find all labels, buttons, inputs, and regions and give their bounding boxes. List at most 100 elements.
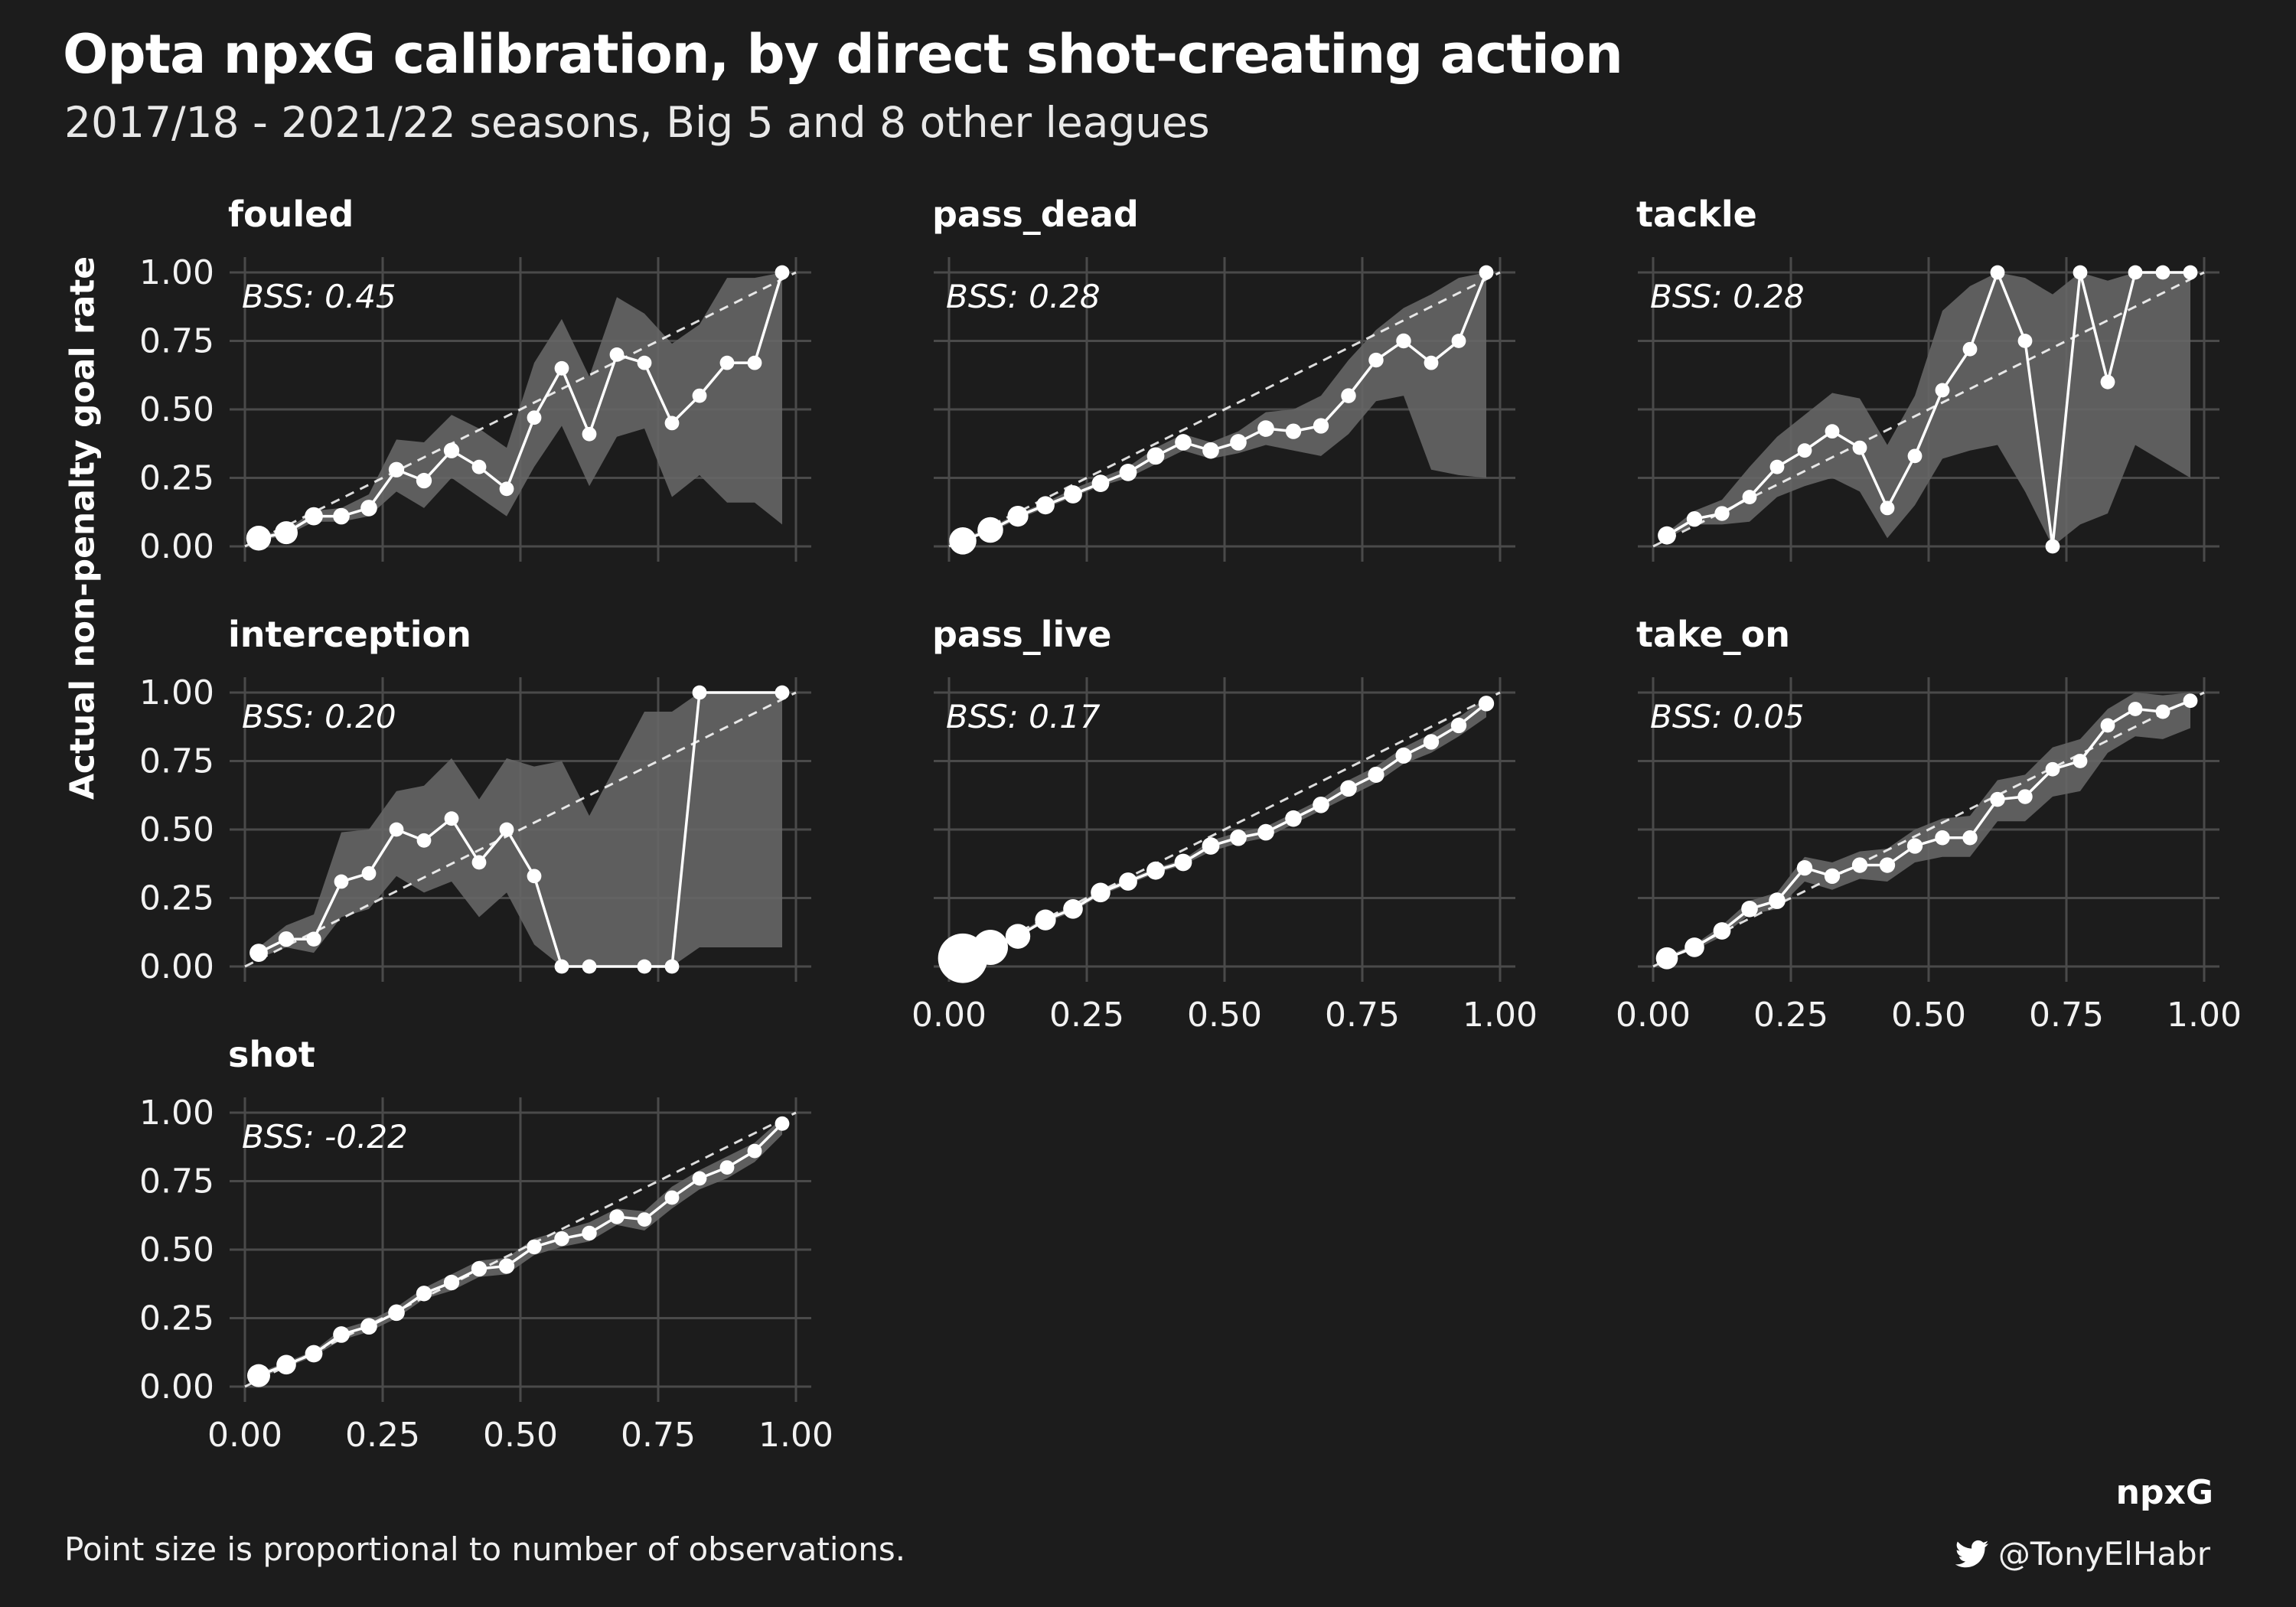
panel-take-on: take_on 0.00 0.25 0.50 0.75 1.00 BSS: 0.05 bbox=[1616, 614, 2242, 1035]
data-point bbox=[2073, 754, 2088, 768]
y-tick-label: 0.50 bbox=[139, 810, 214, 849]
data-point bbox=[2128, 265, 2143, 280]
data-point bbox=[389, 822, 404, 837]
data-point bbox=[1851, 857, 1868, 873]
data-point bbox=[1341, 388, 1356, 403]
data-point bbox=[2045, 761, 2060, 777]
data-point bbox=[1119, 872, 1137, 891]
data-point bbox=[1658, 526, 1676, 545]
data-point bbox=[1174, 853, 1192, 872]
panel-pass-dead: pass_dead BSS: 0.28 bbox=[932, 194, 1515, 562]
panel-title: tackle bbox=[1636, 194, 1757, 235]
data-point bbox=[416, 833, 432, 848]
bss-label: BSS: 0.05 bbox=[1650, 698, 1805, 735]
data-point bbox=[554, 360, 569, 376]
x-axis-label: npxG bbox=[2115, 1473, 2213, 1512]
data-point bbox=[388, 461, 405, 478]
data-point bbox=[1907, 448, 1923, 464]
data-point bbox=[609, 347, 625, 362]
data-point bbox=[775, 1116, 790, 1131]
y-tick-label: 0.50 bbox=[139, 390, 214, 429]
data-point bbox=[2128, 702, 2143, 716]
data-point bbox=[2183, 693, 2198, 709]
data-point bbox=[1063, 899, 1083, 919]
data-point bbox=[246, 526, 272, 551]
data-point bbox=[1423, 734, 1440, 750]
data-point bbox=[1005, 924, 1031, 949]
y-tick-label: 0.00 bbox=[139, 947, 214, 986]
data-point bbox=[1714, 506, 1730, 521]
data-point bbox=[1285, 423, 1302, 439]
data-point bbox=[1880, 500, 1895, 516]
y-tick-label: 0.75 bbox=[139, 322, 214, 361]
data-point bbox=[333, 1326, 350, 1343]
panel-title: pass_dead bbox=[932, 194, 1139, 235]
data-point bbox=[1424, 355, 1439, 370]
data-point bbox=[1395, 747, 1412, 764]
data-point bbox=[1230, 829, 1247, 846]
data-point bbox=[249, 944, 268, 962]
data-point bbox=[2155, 265, 2170, 280]
data-point bbox=[443, 1274, 460, 1291]
data-point bbox=[1962, 830, 1978, 846]
data-point bbox=[637, 959, 652, 974]
data-point bbox=[1313, 796, 1329, 813]
x-tick-label: 0.75 bbox=[1325, 996, 1400, 1035]
data-point bbox=[1990, 265, 2005, 280]
data-point bbox=[471, 459, 487, 474]
data-point bbox=[609, 1209, 625, 1224]
data-point bbox=[1684, 937, 1704, 957]
data-point bbox=[692, 1171, 707, 1186]
data-point bbox=[582, 426, 597, 442]
data-point bbox=[1797, 443, 1812, 458]
data-point bbox=[1879, 857, 1896, 873]
confidence-ribbon bbox=[1667, 693, 2190, 959]
data-point bbox=[692, 685, 707, 700]
grid bbox=[934, 677, 1515, 982]
data-point bbox=[1741, 901, 1758, 918]
data-point bbox=[1285, 810, 1302, 827]
x-tick-label: 0.00 bbox=[912, 996, 987, 1035]
data-point bbox=[247, 1364, 270, 1387]
data-point bbox=[1935, 383, 1950, 398]
panel-interception: interception 0.00 0.25 0.50 0.75 1.00 BSS: 0.2… bbox=[139, 614, 811, 986]
data-point bbox=[2100, 374, 2115, 390]
data-point bbox=[977, 517, 1003, 543]
grid bbox=[1638, 677, 2219, 982]
data-point bbox=[664, 416, 680, 431]
data-point bbox=[554, 959, 569, 974]
caption: Point size is proportional to number of … bbox=[64, 1530, 906, 1568]
chart-subtitle: 2017/18 - 2021/22 seasons, Big 5 and 8 o… bbox=[64, 98, 1210, 147]
data-point bbox=[664, 1190, 680, 1205]
attribution: @TonyElHabr bbox=[1955, 1535, 2210, 1573]
data-point bbox=[1230, 434, 1247, 451]
data-point bbox=[1146, 447, 1165, 465]
bss-label: BSS: 0.45 bbox=[242, 278, 396, 315]
data-point bbox=[1175, 434, 1192, 451]
data-point bbox=[1091, 474, 1110, 493]
data-point bbox=[1257, 823, 1274, 841]
data-point bbox=[1202, 837, 1220, 855]
data-point bbox=[1450, 717, 1467, 734]
data-point bbox=[747, 1143, 762, 1159]
data-point bbox=[471, 855, 487, 870]
data-point bbox=[1119, 463, 1137, 481]
y-tick-label: 0.75 bbox=[139, 1162, 214, 1201]
bss-label: BSS: 0.28 bbox=[1650, 278, 1805, 315]
data-point bbox=[1368, 352, 1384, 368]
panel-shot: shot 0.00 0.25 0.50 0.75 1.00 0.00 0.25 0.50 0.75… bbox=[139, 1034, 833, 1455]
data-point bbox=[1906, 838, 1923, 854]
data-point bbox=[527, 869, 542, 884]
data-point bbox=[275, 521, 298, 545]
data-point bbox=[973, 929, 1008, 965]
twitter-handle: @TonyElHabr bbox=[1998, 1535, 2210, 1573]
data-point bbox=[1479, 265, 1494, 280]
data-point bbox=[1825, 424, 1840, 439]
data-point bbox=[1769, 459, 1785, 474]
data-point bbox=[361, 865, 377, 881]
data-point bbox=[664, 959, 680, 974]
data-point bbox=[499, 822, 514, 837]
x-tick-label: 0.50 bbox=[483, 1416, 558, 1455]
data-point bbox=[1091, 882, 1110, 903]
panel-title: fouled bbox=[228, 194, 354, 235]
